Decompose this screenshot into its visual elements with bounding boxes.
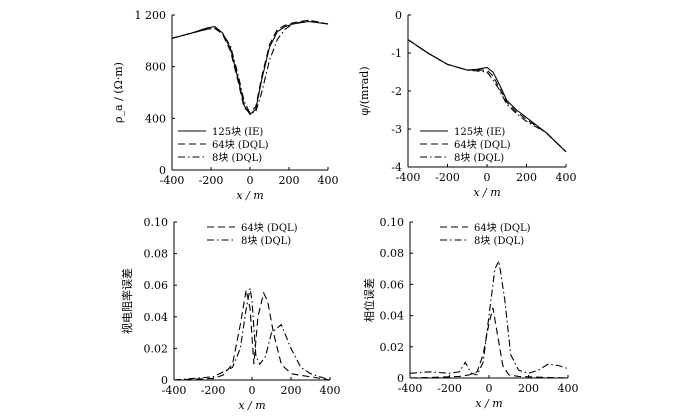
x-tick-label: 200 <box>518 382 539 395</box>
y-tick-label: -4 <box>391 161 402 174</box>
chart-rho_err: -400 -200 0 200 400 0 0.02 0.04 0.06 0.08 0.10 x / … <box>120 216 341 412</box>
x-axis-label: x / m <box>475 397 502 410</box>
legend: 125块 (IE)64块 (DQL)8块 (DQL) <box>420 126 511 164</box>
x-tick-label: 400 <box>558 382 579 395</box>
y-tick-label: 0 <box>395 9 402 22</box>
x-tick-label: -400 <box>162 384 187 397</box>
x-tick-label: 0 <box>247 174 254 187</box>
series-line-1 <box>409 259 569 376</box>
y-tick-label: 0.02 <box>380 341 405 354</box>
x-tick-label: -200 <box>435 171 460 184</box>
chart-rho: -400 -200 0 200 400 0 400 800 1 200 x / m ρ_a / (Ω… <box>112 9 339 202</box>
legend-label: 8块 (DQL) <box>454 152 504 164</box>
y-tick-label: 0 <box>161 374 168 387</box>
x-tick-label: 200 <box>281 384 302 397</box>
legend-label: 64块 (DQL) <box>474 222 531 234</box>
x-tick-label: -200 <box>201 384 226 397</box>
y-tick-label: 0.04 <box>380 310 405 323</box>
legend-label: 8块 (DQL) <box>212 152 262 164</box>
series-line-1 <box>173 288 331 381</box>
y-tick-label: 0 <box>397 372 404 385</box>
y-tick-label: 0.04 <box>144 311 169 324</box>
series-line-0 <box>409 307 569 379</box>
x-axis-label: x / m <box>473 186 500 199</box>
y-tick-label: 0.10 <box>380 216 405 229</box>
y-tick-label: -2 <box>391 85 402 98</box>
chart-phase_err: -400 -200 0 200 400 0 0.02 0.04 0.06 0.08 0.10 x / … <box>362 216 579 410</box>
y-tick-label: 0.10 <box>144 216 169 229</box>
legend: 64块 (DQL)8块 (DQL) <box>207 222 298 247</box>
x-tick-label: -400 <box>160 174 185 187</box>
y-tick-label: -3 <box>391 123 402 136</box>
y-tick-label: 1 200 <box>135 9 167 22</box>
series-line-1 <box>171 19 329 114</box>
x-tick-label: -200 <box>437 382 462 395</box>
y-tick-label: 0 <box>159 164 166 177</box>
y-axis-label: 相位误差 <box>362 278 376 322</box>
y-tick-label: 0.02 <box>144 342 169 355</box>
x-tick-label: 400 <box>556 171 577 184</box>
x-tick-label: 0 <box>484 171 491 184</box>
x-tick-label: 200 <box>279 174 300 187</box>
legend-label: 125块 (IE) <box>454 126 505 138</box>
y-axis-label: ρ_a / (Ω·m) <box>112 62 125 123</box>
x-axis-label: x / m <box>236 189 263 202</box>
series-line-2 <box>407 39 567 153</box>
x-tick-label: 400 <box>318 174 339 187</box>
chart-phi: -400 -200 0 200 400 0 -1 -2 -3 -4 x / m φ/(mrad) 125… <box>358 9 577 199</box>
legend: 64块 (DQL)8块 (DQL) <box>440 222 531 247</box>
y-tick-label: -1 <box>391 47 402 60</box>
y-tick-label: 800 <box>145 61 166 74</box>
legend-label: 8块 (DQL) <box>241 235 291 247</box>
legend-label: 64块 (DQL) <box>241 222 298 234</box>
legend: 125块 (IE)64块 (DQL)8块 (DQL) <box>178 126 269 164</box>
y-axis-label: 视电阻率误差 <box>120 268 134 334</box>
x-tick-label: 200 <box>516 171 537 184</box>
x-tick-label: 400 <box>320 384 341 397</box>
x-tick-label: -200 <box>199 174 224 187</box>
legend-label: 8块 (DQL) <box>474 235 524 247</box>
x-tick-label: 0 <box>249 384 256 397</box>
legend-label: 125块 (IE) <box>212 126 263 138</box>
series-line-2 <box>171 19 329 114</box>
y-tick-label: 400 <box>145 112 166 125</box>
legend-label: 64块 (DQL) <box>212 139 269 151</box>
legend-label: 64块 (DQL) <box>454 139 511 151</box>
y-tick-label: 0.08 <box>380 247 405 260</box>
y-tick-label: 0.06 <box>144 279 169 292</box>
x-tick-label: -400 <box>398 382 423 395</box>
series-line-0 <box>173 289 331 381</box>
y-tick-label: 0.06 <box>380 278 405 291</box>
y-axis-label: φ/(mrad) <box>358 66 371 115</box>
x-tick-label: -400 <box>396 171 421 184</box>
x-axis-label: x / m <box>238 399 265 412</box>
y-tick-label: 0.08 <box>144 248 169 261</box>
x-tick-label: 0 <box>486 382 493 395</box>
series-line-0 <box>171 20 329 116</box>
